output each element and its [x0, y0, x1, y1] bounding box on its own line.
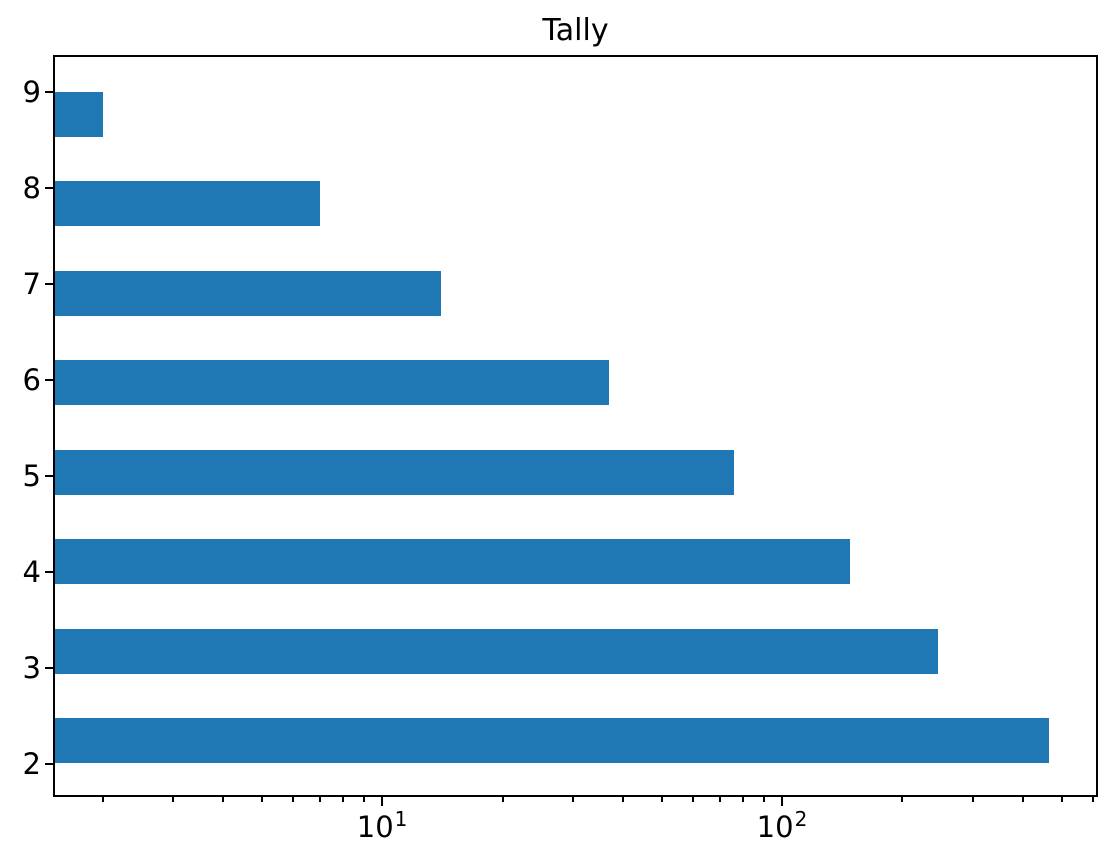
x-minor-tick-6: [292, 797, 295, 802]
y-tick-8: [45, 186, 55, 189]
plot-area: [53, 55, 1098, 797]
bar-category-4: [55, 539, 851, 585]
chart-title: Tally: [542, 13, 609, 48]
y-tick-3: [45, 666, 55, 669]
x-tick-label-100: 102: [712, 808, 852, 844]
y-tick-label-9: 9: [22, 74, 41, 109]
bar-category-6: [55, 360, 610, 406]
bar-category-7: [55, 270, 441, 316]
x-minor-tick-70: [719, 797, 721, 802]
x-minor-tick-600: [1092, 797, 1095, 802]
y-tick-9: [45, 90, 55, 93]
x-minor-tick-4: [222, 797, 224, 802]
x-major-tick-100: [781, 797, 783, 806]
y-tick-4: [45, 570, 55, 573]
x-minor-tick-50: [660, 797, 663, 802]
x-minor-tick-5: [260, 797, 263, 802]
bar-category-2: [55, 718, 1049, 764]
x-minor-tick-200: [901, 797, 904, 802]
x-major-tick-10: [381, 797, 384, 806]
x-minor-tick-7: [319, 797, 322, 802]
x-minor-tick-3: [172, 797, 175, 802]
y-tick-label-6: 6: [22, 362, 41, 397]
y-tick-5: [45, 474, 55, 477]
x-tick-label-mantissa: 10: [756, 810, 794, 844]
x-tick-label-mantissa: 10: [356, 810, 394, 844]
x-minor-tick-40: [621, 797, 624, 802]
x-minor-tick-400: [1021, 797, 1024, 802]
x-minor-tick-300: [971, 797, 974, 802]
y-tick-label-5: 5: [22, 458, 41, 493]
y-tick-7: [45, 282, 55, 285]
y-tick-label-2: 2: [22, 746, 41, 781]
x-minor-tick-9: [362, 797, 365, 802]
x-minor-tick-30: [571, 797, 574, 802]
y-tick-6: [45, 378, 55, 381]
bar-category-3: [55, 628, 938, 674]
x-minor-tick-20: [501, 797, 504, 802]
bar-category-5: [55, 449, 735, 495]
x-tick-label-exponent: 1: [394, 807, 408, 831]
x-minor-tick-500: [1060, 797, 1063, 802]
y-tick-label-4: 4: [22, 554, 41, 589]
x-minor-tick-2: [101, 797, 104, 802]
x-minor-tick-60: [692, 797, 695, 802]
y-tick-label-8: 8: [22, 170, 41, 205]
x-minor-tick-80: [742, 797, 745, 802]
y-tick-2: [45, 762, 55, 765]
bar-category-8: [55, 181, 321, 227]
x-minor-tick-8: [342, 797, 345, 802]
y-tick-label-7: 7: [22, 266, 41, 301]
x-tick-label-10: 101: [312, 808, 452, 844]
bar-category-9: [55, 91, 103, 137]
x-minor-tick-90: [762, 797, 765, 802]
y-tick-label-3: 3: [22, 650, 41, 685]
x-tick-label-exponent: 2: [794, 807, 808, 831]
